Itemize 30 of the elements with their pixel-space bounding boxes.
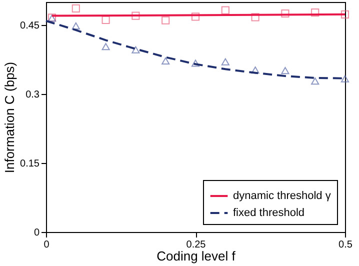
x-axis-title: Coding level f bbox=[156, 248, 236, 264]
point bbox=[162, 57, 170, 64]
point bbox=[311, 78, 320, 85]
point bbox=[72, 22, 80, 30]
point bbox=[132, 12, 140, 20]
point bbox=[281, 66, 290, 74]
y-axis-title: Information C (bps) bbox=[2, 62, 18, 174]
point bbox=[72, 4, 80, 12]
point bbox=[281, 9, 290, 18]
point bbox=[191, 12, 200, 21]
x-tick-label: 0 bbox=[44, 240, 50, 250]
point bbox=[221, 6, 230, 14]
point bbox=[221, 58, 230, 66]
point bbox=[162, 16, 170, 24]
legend-label: dynamic threshold γ bbox=[233, 190, 332, 202]
x-tick-label: 0.5 bbox=[338, 240, 353, 250]
x-tick-label: 0.25 bbox=[186, 240, 206, 250]
y-tick-label: 0.15 bbox=[20, 158, 40, 170]
y-tick-label: 0.3 bbox=[26, 90, 40, 100]
point bbox=[132, 46, 140, 54]
y-tick-label: 0 bbox=[34, 228, 40, 238]
point bbox=[102, 43, 110, 50]
legend-label: fixed threshold bbox=[233, 207, 305, 219]
point bbox=[311, 8, 320, 17]
point bbox=[191, 60, 200, 67]
y-tick-label: 0.45 bbox=[20, 20, 40, 32]
point bbox=[340, 75, 350, 82]
point bbox=[340, 10, 350, 18]
point bbox=[102, 16, 110, 24]
point bbox=[251, 13, 260, 22]
